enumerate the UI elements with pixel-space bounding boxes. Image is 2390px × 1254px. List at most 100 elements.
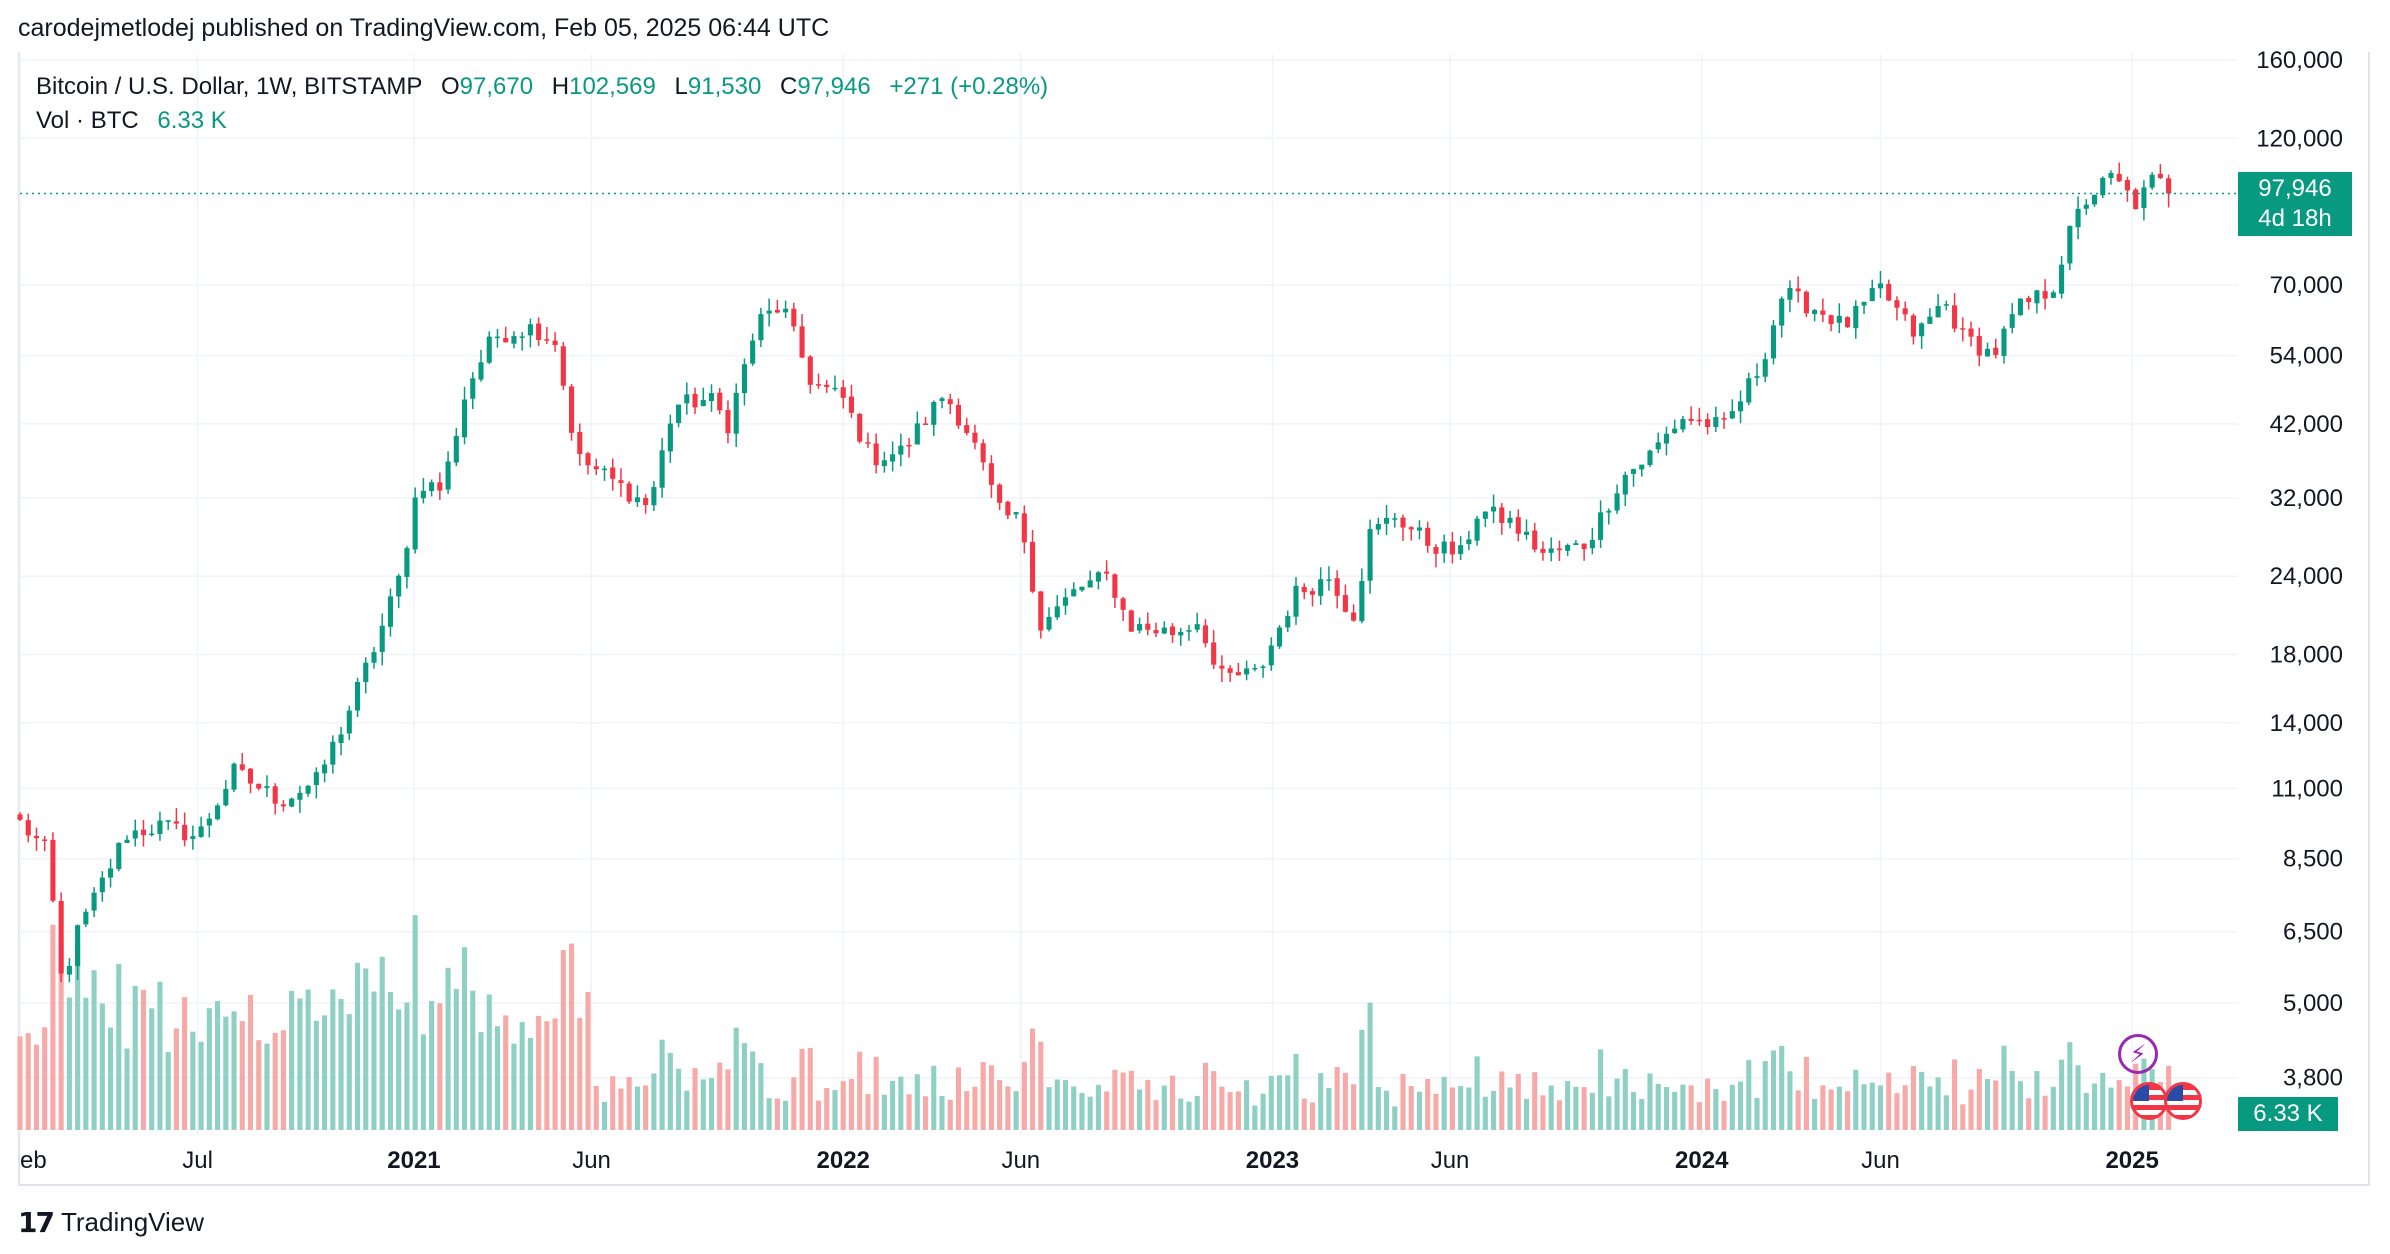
candle-up [1812,308,1818,322]
candle-up [708,384,715,412]
volume-bar [66,997,72,1130]
candle-body [848,396,855,413]
candle-down [1886,279,1892,302]
volume-bar [1449,1087,1455,1130]
volume-bar [2100,1072,2106,1130]
candle-up [1491,494,1497,524]
volume-bar [1211,1071,1217,1130]
candles [17,162,2172,983]
candle-body [1038,591,1044,631]
candle-body [1194,624,1200,630]
candle-down [1894,296,1900,321]
candle-body [354,681,361,711]
candle-body [1416,527,1423,531]
candle-body [445,461,451,490]
candle-body [1919,323,1925,337]
volume-bar [322,1015,328,1130]
time-tick-label: 2021 [387,1147,440,1174]
volume-bar [1112,1069,1118,1130]
candle-up [2001,326,2007,364]
volume-bar [1902,1085,1908,1130]
volume-bar [2091,1083,2098,1130]
volume-bar [783,1100,789,1130]
candle-body [1087,580,1093,588]
candle-down [1433,544,1439,568]
candle-body [1161,627,1167,634]
volume-bar [1326,1088,1332,1130]
us-flag-icon[interactable] [2130,1082,2168,1120]
candle-up [305,784,311,797]
candle-up [429,479,435,497]
candle-down [799,314,805,359]
candle-up [1943,300,1949,311]
candle-down [2133,187,2139,210]
candle-body [1565,545,1571,551]
candle-body [99,877,105,893]
candle-body [1499,507,1505,523]
flash-icon[interactable]: ⚡ [2118,1034,2158,1074]
candle-down [1803,290,1809,318]
tradingview-logo-icon: 17 [18,1206,55,1239]
candle-body [461,399,468,438]
candle-body [1392,518,1398,520]
candle-up [1062,588,1069,615]
volume-bar [371,991,377,1130]
candle-body [2009,314,2015,328]
volume-bar [17,1036,23,1130]
us-flag-icon[interactable] [2164,1082,2202,1120]
volume-bar [643,1085,649,1130]
candle-down [1976,327,1982,367]
volume-bar [1367,1002,1373,1130]
candle-body [1853,305,1859,329]
volume-bar [108,1027,114,1130]
volume-bar [1984,1078,1991,1130]
candle-body [1606,510,1612,513]
candle-body [1400,517,1406,528]
candle-body [1013,512,1019,515]
volume-bar [149,1008,155,1130]
candle-down [1301,583,1307,600]
candle-up [1285,610,1291,633]
candle-up [2075,196,2081,240]
candle-body [1301,586,1307,593]
volume-bar [725,1069,731,1130]
brand-logo[interactable]: 17 TradingView [18,1206,204,1239]
candle-body [980,443,986,463]
candle-down [58,892,64,983]
volume-bar [2108,1087,2114,1130]
candle-body [964,425,970,433]
candle-body [437,482,443,491]
legend-high: 102,569 [569,73,656,100]
candle-up [2083,199,2089,215]
volume-bar [1071,1086,1077,1130]
candle-up [1672,419,1678,435]
price-tick-label: 8,500 [2283,846,2343,873]
candle-body [1120,598,1126,610]
candle-body [1054,606,1060,618]
candle-down [1845,316,1851,329]
volume-bar [1630,1091,1637,1130]
candle-up [1622,471,1628,507]
volume-bar [363,968,369,1130]
candle-body [610,467,616,479]
candle-down [437,472,443,500]
price-tick-label: 24,000 [2270,563,2343,590]
candle-up [1178,628,1184,646]
volume-bar [857,1051,863,1130]
candle-body [1589,539,1595,549]
candle-up [322,759,328,783]
time-tick-label: eb [20,1147,47,1174]
candle-body [1466,539,1472,545]
candle-up [1087,570,1093,588]
candle-body [1556,548,1562,551]
candle-up [1079,586,1085,592]
candle-up [412,487,418,554]
candle-body [552,340,558,346]
candle-body [898,445,904,455]
volume-bar [338,998,344,1130]
candle-up [1984,342,1991,357]
volume-bar [75,941,81,1130]
volume-bar [1375,1086,1381,1130]
candle-body [116,842,122,870]
